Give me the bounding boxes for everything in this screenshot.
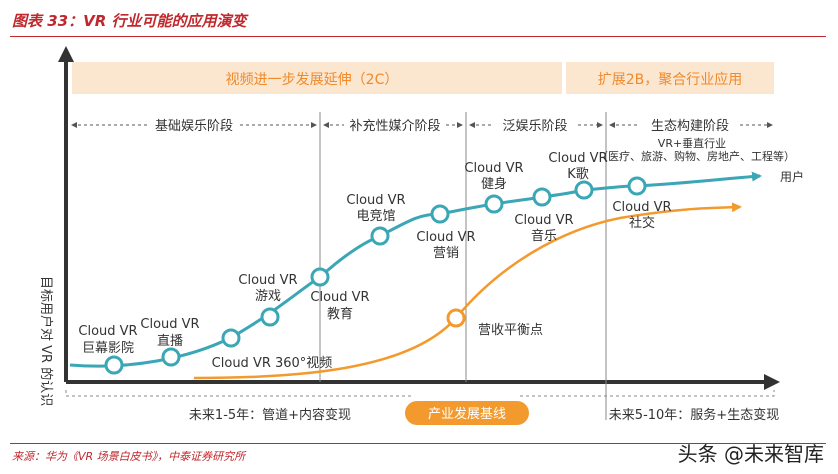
node-label-9a: Cloud VR (514, 213, 573, 228)
band-2b (566, 62, 774, 94)
baseline-pill-label: 产业发展基线 (428, 406, 506, 422)
node-label-9b: 音乐 (531, 228, 557, 244)
y-axis-arrow (58, 46, 74, 62)
stage-note-line2: （医疗、旅游、购物、房地产、工程等） (597, 149, 795, 163)
node-game (260, 307, 280, 327)
node-label-4a: Cloud VR (238, 273, 297, 288)
node-label-8b: 健身 (481, 176, 507, 192)
revenue-curve (193, 202, 742, 380)
watermark: 头条 @未来智库 (677, 442, 824, 466)
node-label-11b: 社交 (629, 215, 655, 231)
node-marketing (430, 204, 450, 224)
band-2c-label: 视频进一步发展延伸（2C） (226, 72, 399, 88)
node-label-7b: 营销 (433, 246, 459, 261)
node-label-6b: 电竞馆 (356, 208, 395, 224)
figure-title: 图表 33：VR 行业可能的应用演变 (12, 12, 247, 30)
stage-1: 基础娱乐阶段 (155, 119, 233, 134)
series-label: 用户 (780, 169, 804, 184)
bottom-bracket (65, 390, 775, 397)
x-axis-arrow (764, 374, 780, 390)
node-360-video (221, 328, 241, 348)
node-social (627, 176, 647, 196)
node-education (310, 267, 330, 287)
y-axis-label: 目标用户对 VR 的认识 (38, 276, 54, 406)
node-label-2a: Cloud VR (140, 317, 199, 332)
node-label-8a: Cloud VR (464, 161, 523, 176)
node-label-10b: K歌 (567, 167, 589, 182)
node-label-5b: 教育 (327, 306, 353, 322)
stage-2: 补充性媒介阶段 (349, 118, 440, 134)
node-giant-screen (104, 355, 124, 375)
band-2b-label: 扩展2B，聚合行业应用 (598, 71, 743, 88)
node-label-3a: Cloud VR 360°视频 (212, 356, 333, 371)
bottom-right-label: 未来5-10年：服务+生态变现 (609, 407, 779, 423)
bottom-left-label: 未来1-5年：管道+内容变现 (189, 407, 351, 423)
stage-note-line1: VR+垂直行业 (658, 136, 726, 150)
node-esports (370, 226, 390, 246)
node-revenue-balance (446, 308, 466, 328)
stage-4: 生态构建阶段 (651, 119, 729, 134)
node-label-5a: Cloud VR (310, 290, 369, 305)
node-label-2b: 直播 (157, 334, 183, 349)
revenue-node-label: 营收平衡点 (478, 323, 543, 338)
node-label-7a: Cloud VR (416, 230, 475, 245)
node-label-11a: Cloud VR (612, 200, 671, 215)
stage-3: 泛娱乐阶段 (502, 119, 567, 134)
node-label-1b: 巨幕影院 (82, 341, 134, 356)
node-fitness (484, 194, 504, 214)
adoption-curve (69, 171, 762, 368)
node-karaoke (574, 180, 594, 200)
node-label-6a: Cloud VR (346, 193, 405, 208)
band-2c (72, 62, 562, 94)
node-music (532, 187, 552, 207)
node-label-10a: Cloud VR (548, 151, 607, 166)
source-rule (10, 443, 826, 444)
node-live (161, 347, 181, 367)
node-label-4b: 游戏 (255, 289, 281, 304)
node-label-1a: Cloud VR (78, 324, 137, 339)
source-note: 来源：华为《VR 场景白皮书》，中泰证券研究所 (12, 450, 246, 463)
baseline-pill (405, 401, 529, 425)
title-rule (10, 36, 826, 37)
